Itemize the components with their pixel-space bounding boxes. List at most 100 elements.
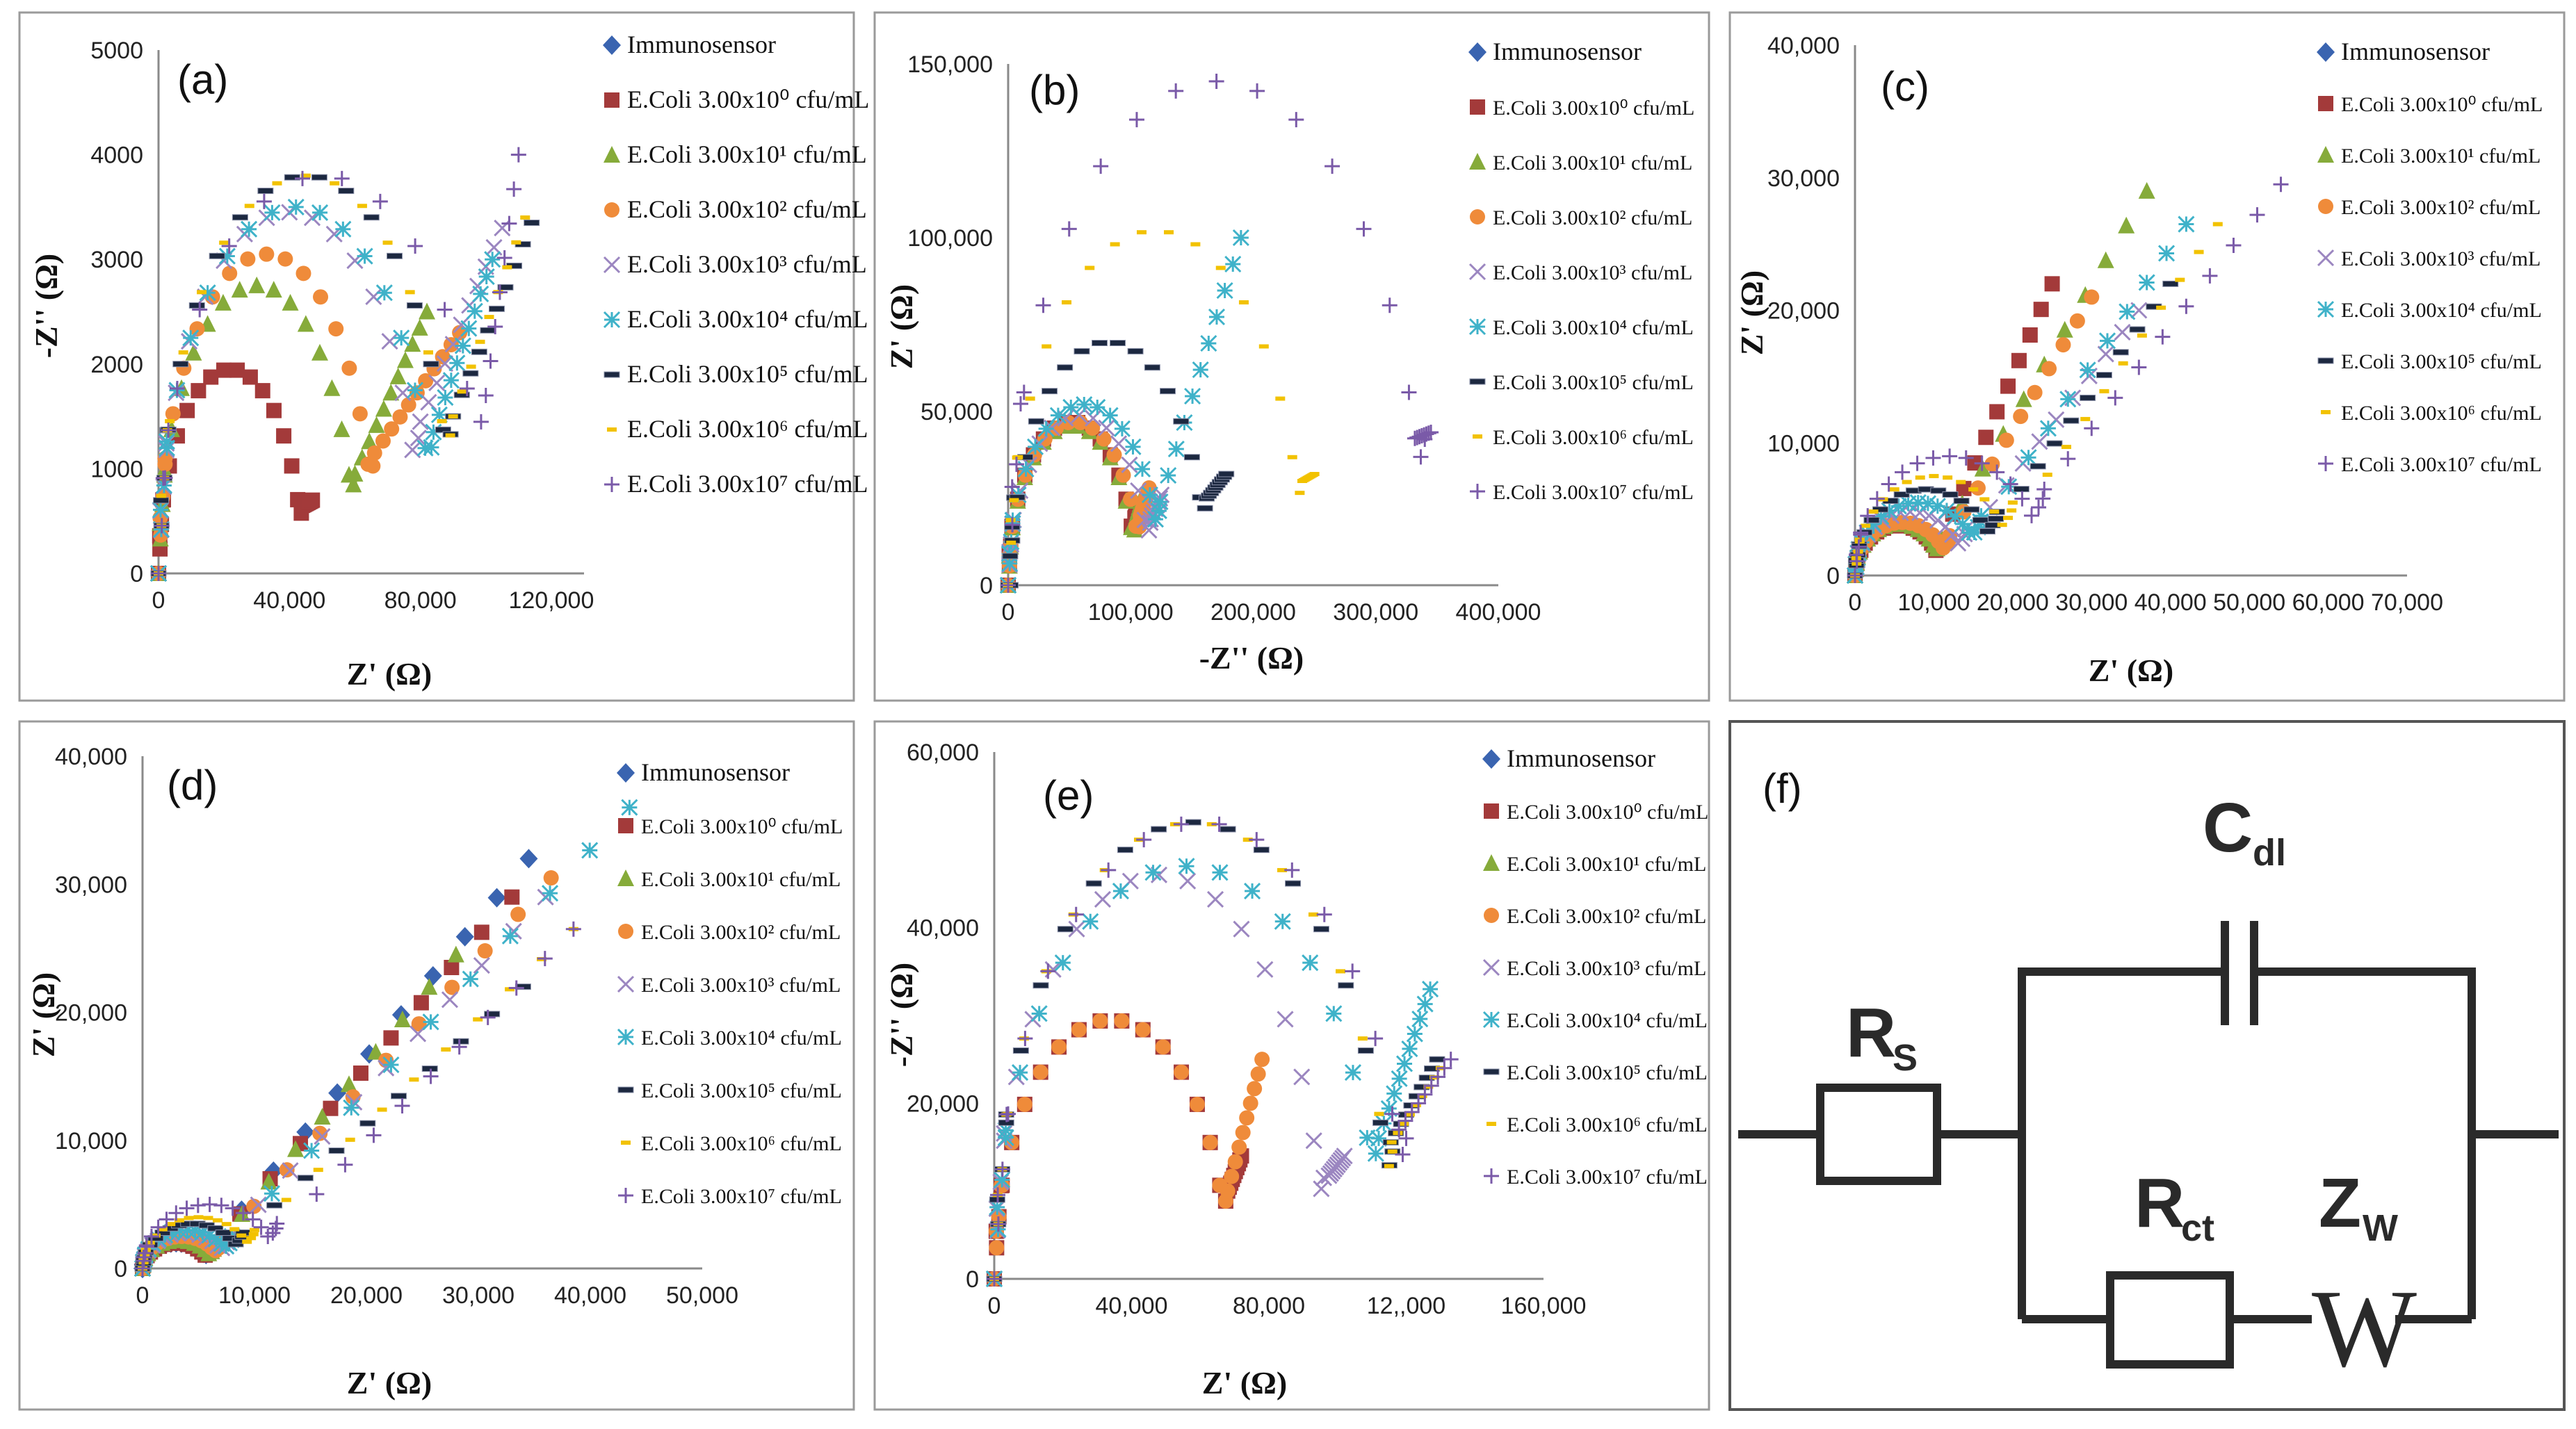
- panel-a-point: [256, 193, 272, 209]
- panel-e-point: [1313, 1180, 1330, 1198]
- panel-d-legend-marker: [617, 763, 635, 783]
- panel-c-legend-label: E.Coli 3.00x10¹ cfu/mL: [2341, 145, 2541, 168]
- panel-b-point: [1096, 431, 1112, 447]
- panel-a-point: [520, 215, 530, 220]
- panel-a-point: [172, 361, 189, 368]
- panel-d-point: [242, 1239, 252, 1244]
- panel-e-legend-marker: [1484, 1168, 1499, 1184]
- panel-d-legend-label: E.Coli 3.00x10⁶ cfu/mL: [641, 1132, 842, 1155]
- panel-d-point: [193, 1215, 204, 1220]
- panel-d-legend-marker: [618, 818, 633, 833]
- panel-a-point: [229, 362, 245, 378]
- panel-d-point: [473, 924, 489, 940]
- panel-a-point: [272, 181, 282, 186]
- panel-e-point: [1372, 1119, 1388, 1126]
- panel-c-legend-marker: [2317, 357, 2334, 364]
- panel-b-point: [1062, 300, 1072, 305]
- panel-e-ylabel: -Z'' (Ω): [884, 963, 919, 1068]
- panel-a-point: [154, 518, 170, 534]
- panel-a-point: [153, 497, 170, 504]
- panel-d-point: [565, 921, 581, 937]
- panel-a-point: [284, 458, 300, 474]
- panel-c-point: [2069, 313, 2085, 329]
- panel-a-point: [192, 302, 208, 318]
- panel-b-point: [1133, 460, 1151, 477]
- panel-c-ylabel: Z' (Ω): [1734, 270, 1769, 355]
- panel-c-point: [2097, 345, 2114, 363]
- panel-c-point: [1978, 430, 1994, 446]
- panel-e-point: [1030, 1005, 1048, 1022]
- panel-d-ylabel: Z' (Ω): [26, 972, 61, 1057]
- panel-a-point: [352, 406, 368, 422]
- panel-d-xtick: 10,000: [218, 1282, 291, 1309]
- panel-d-xlabel: Z' (Ω): [347, 1365, 432, 1401]
- panel-b-point: [1057, 364, 1074, 371]
- panel-a-point: [151, 566, 166, 581]
- panel-e-label: (e): [1043, 772, 1094, 819]
- panel-e-point: [1085, 880, 1102, 887]
- panel-d-point: [340, 1075, 357, 1093]
- panel-a-point: [454, 337, 471, 354]
- panel-c-point: [2055, 337, 2071, 353]
- panel-a-point: [199, 284, 216, 302]
- panel-a-point: [197, 290, 207, 295]
- panel-a-point: [182, 329, 200, 347]
- panel-d-point: [391, 1093, 407, 1100]
- panel-d-point: [328, 1083, 347, 1103]
- panel-b-point: [1356, 221, 1372, 237]
- panel-e-point: [1242, 838, 1253, 842]
- panel-a-point: [334, 170, 350, 186]
- panel-c-point: [2061, 444, 2071, 449]
- panel-c-legend-marker: [2317, 300, 2335, 318]
- panel-e-point: [1016, 1096, 1032, 1112]
- wire-upper-left: [2018, 967, 2225, 1319]
- panel-a-legend-label: E.Coli 3.00x10¹ cfu/mL: [627, 140, 867, 168]
- panel-d-point: [186, 1222, 204, 1239]
- panel-e-xtick: 0: [988, 1293, 1001, 1319]
- panel-b-point: [1413, 449, 1429, 465]
- panel-a-legend-marker: [604, 371, 620, 378]
- panel-e-point: [1040, 963, 1056, 979]
- panel-d-label: (d): [167, 762, 218, 808]
- panel-c-point: [2129, 326, 2146, 333]
- panel-d-point: [444, 960, 460, 976]
- panel-b-point: [1167, 440, 1185, 458]
- panel-c-point: [1929, 473, 1939, 478]
- panel-a-point: [472, 285, 489, 302]
- panel-a-legend-label: E.Coli 3.00x10⁷ cfu/mL: [627, 470, 868, 498]
- panel-d-legend-marker: [617, 869, 634, 886]
- panel-a-point: [218, 247, 236, 265]
- panel-d-point: [279, 1162, 295, 1178]
- panel-a-legend-marker: [603, 311, 621, 329]
- panel-e-ytick: 0: [966, 1266, 979, 1293]
- panel-c-point: [2000, 478, 2018, 496]
- panel-d-point: [543, 870, 559, 886]
- panel-c-legend-marker: [2317, 146, 2334, 163]
- panel-c-point: [2156, 305, 2166, 310]
- panel-d-point: [487, 888, 506, 908]
- panel-c-point: [2079, 361, 2096, 379]
- panel-e-point: [1032, 1064, 1048, 1080]
- panel-a-point: [257, 188, 274, 195]
- panel-d-point: [303, 1142, 321, 1159]
- panel-b-point: [1085, 420, 1101, 436]
- panel-b-point: [1049, 407, 1067, 424]
- panel-d-xtick: 20,000: [330, 1282, 403, 1309]
- panel-a-point: [338, 188, 355, 195]
- panel-c-legend-label: E.Coli 3.00x10⁴ cfu/mL: [2341, 299, 2542, 322]
- panel-d-legend-label: E.Coli 3.00x10⁰ cfu/mL: [641, 815, 843, 838]
- panel-c-point: [2112, 349, 2129, 356]
- panel-a-xtick: 80,000: [384, 587, 457, 614]
- panel-e-point: [1101, 862, 1117, 878]
- panel-e-point: [1411, 1010, 1429, 1028]
- panel-b-point: [1061, 221, 1077, 237]
- panel-c-point: [2114, 323, 2131, 341]
- panel-c-point: [1881, 502, 1898, 519]
- panel-a-point: [363, 214, 380, 221]
- panel-d-point: [179, 1221, 196, 1239]
- panel-b-point: [1005, 518, 1016, 523]
- panel-b-point: [1164, 230, 1174, 235]
- panel-d-point: [423, 1068, 439, 1084]
- panel-c-ytick: 30,000: [1767, 165, 1840, 192]
- panel-b-point: [1325, 158, 1340, 174]
